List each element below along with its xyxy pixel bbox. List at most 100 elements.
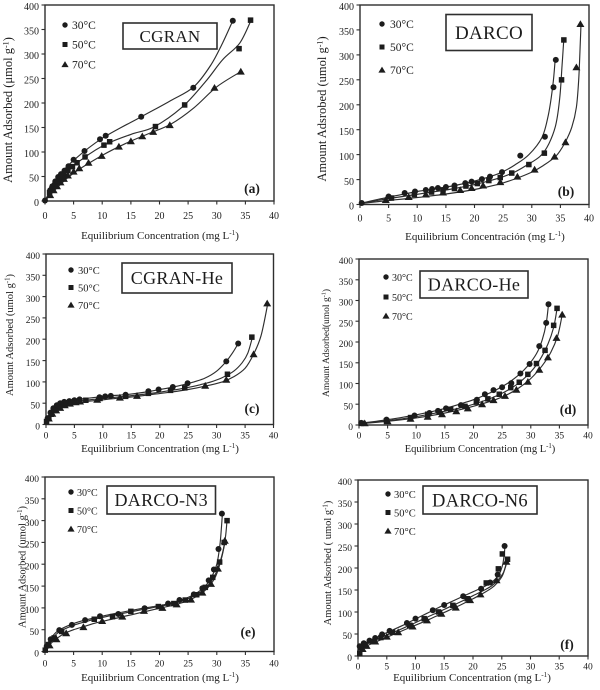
svg-text:30°C: 30°C xyxy=(72,20,96,32)
svg-text:30: 30 xyxy=(526,432,536,442)
svg-text:100: 100 xyxy=(338,610,353,620)
svg-text:70°C: 70°C xyxy=(392,312,413,323)
svg-text:150: 150 xyxy=(25,584,40,594)
svg-text:350: 350 xyxy=(24,27,39,38)
svg-text:200: 200 xyxy=(339,102,354,113)
svg-text:(d): (d) xyxy=(560,402,577,417)
svg-text:25: 25 xyxy=(497,663,507,673)
svg-text:0: 0 xyxy=(356,663,361,673)
svg-text:400: 400 xyxy=(339,2,354,13)
svg-text:300: 300 xyxy=(25,519,40,529)
svg-text:DARCO-N3: DARCO-N3 xyxy=(114,490,207,510)
svg-text:100: 100 xyxy=(24,149,39,160)
svg-text:0: 0 xyxy=(347,654,352,664)
svg-text:10: 10 xyxy=(97,660,107,670)
svg-text:40: 40 xyxy=(583,432,593,442)
svg-text:350: 350 xyxy=(26,274,41,284)
svg-text:25: 25 xyxy=(497,432,507,442)
svg-text:(b): (b) xyxy=(558,184,575,199)
svg-text:DARCO: DARCO xyxy=(455,23,523,44)
svg-text:30°C: 30°C xyxy=(394,490,416,501)
svg-text:(a): (a) xyxy=(244,181,260,196)
svg-text:50°C: 50°C xyxy=(77,506,98,517)
svg-text:(c): (c) xyxy=(245,401,260,416)
svg-text:35: 35 xyxy=(555,432,565,442)
svg-text:250: 250 xyxy=(26,316,41,326)
svg-text:Equilibrium Concentration (mg: Equilibrium Concentration (mg L-1) xyxy=(81,442,239,455)
svg-text:30°C: 30°C xyxy=(78,266,100,277)
svg-text:50°C: 50°C xyxy=(390,42,414,54)
svg-text:200: 200 xyxy=(25,563,40,573)
svg-text:15: 15 xyxy=(440,432,450,442)
svg-text:150: 150 xyxy=(339,127,354,138)
svg-text:0: 0 xyxy=(43,211,48,222)
svg-text:400: 400 xyxy=(26,252,41,262)
svg-text:20: 20 xyxy=(468,663,478,673)
svg-text:300: 300 xyxy=(338,522,353,532)
svg-text:30°C: 30°C xyxy=(392,273,413,284)
svg-text:0: 0 xyxy=(43,660,48,670)
svg-text:Equilibrium Concentration (mg: Equilibrium Concentration (mg L-1) xyxy=(81,229,239,242)
svg-text:0: 0 xyxy=(358,214,363,225)
svg-text:150: 150 xyxy=(24,125,39,136)
svg-text:0: 0 xyxy=(348,423,353,433)
svg-text:250: 250 xyxy=(25,541,40,551)
svg-text:Amount Adsorbed ( umol g-1): Amount Adsorbed ( umol g-1) xyxy=(323,500,335,625)
svg-text:CGRAN: CGRAN xyxy=(139,27,200,46)
svg-text:Amount Adsorbed (umol g-1): Amount Adsorbed (umol g-1) xyxy=(5,273,17,396)
svg-text:30: 30 xyxy=(212,432,222,442)
svg-text:200: 200 xyxy=(338,566,353,576)
svg-text:20: 20 xyxy=(470,214,480,225)
svg-text:Amount Adsrobed (umol g-1): Amount Adsrobed (umol g-1) xyxy=(315,36,329,181)
svg-text:0: 0 xyxy=(357,432,362,442)
svg-text:50°C: 50°C xyxy=(394,508,416,519)
svg-text:100: 100 xyxy=(339,152,354,163)
svg-text:5: 5 xyxy=(71,211,76,222)
svg-text:70°C: 70°C xyxy=(72,59,96,71)
svg-text:50: 50 xyxy=(30,628,40,638)
svg-text:0: 0 xyxy=(34,650,39,660)
svg-text:5: 5 xyxy=(71,660,76,670)
svg-text:50: 50 xyxy=(29,174,39,185)
svg-text:0: 0 xyxy=(34,198,39,209)
svg-text:5: 5 xyxy=(72,432,77,442)
svg-text:250: 250 xyxy=(339,77,354,88)
svg-text:40: 40 xyxy=(269,432,279,442)
svg-text:350: 350 xyxy=(339,27,354,38)
svg-text:300: 300 xyxy=(339,299,354,309)
svg-text:200: 200 xyxy=(339,340,354,350)
svg-text:40: 40 xyxy=(269,211,279,222)
svg-text:Amount Adsorbed (umol g-1): Amount Adsorbed (umol g-1) xyxy=(17,505,29,628)
svg-text:25: 25 xyxy=(498,214,508,225)
svg-text:Equilibrium Concentración (mg: Equilibrium Concentración (mg L-1) xyxy=(405,230,565,243)
svg-text:70°C: 70°C xyxy=(78,301,100,312)
svg-text:Amount Adsorbed(umol g-1): Amount Adsorbed(umol g-1) xyxy=(321,289,333,397)
svg-text:150: 150 xyxy=(339,361,354,371)
svg-text:Equilibrium Concentration (mg: Equilibrium Concentration (mg L-1) xyxy=(393,671,551,684)
svg-text:5: 5 xyxy=(385,432,390,442)
svg-text:35: 35 xyxy=(240,432,250,442)
svg-text:50: 50 xyxy=(344,177,354,188)
svg-text:300: 300 xyxy=(24,51,39,62)
svg-text:100: 100 xyxy=(25,606,40,616)
svg-text:20: 20 xyxy=(469,432,479,442)
svg-text:25: 25 xyxy=(183,660,193,670)
svg-text:350: 350 xyxy=(338,500,353,510)
svg-text:15: 15 xyxy=(439,663,449,673)
svg-text:40: 40 xyxy=(583,663,593,673)
svg-text:30: 30 xyxy=(526,663,536,673)
svg-text:30: 30 xyxy=(212,660,222,670)
svg-text:300: 300 xyxy=(339,52,354,63)
svg-text:(f): (f) xyxy=(560,637,574,652)
svg-text:5: 5 xyxy=(386,214,391,225)
svg-text:20: 20 xyxy=(155,660,165,670)
svg-text:400: 400 xyxy=(25,475,40,485)
svg-text:0: 0 xyxy=(44,432,49,442)
svg-text:15: 15 xyxy=(126,660,136,670)
svg-text:10: 10 xyxy=(97,211,107,222)
svg-text:250: 250 xyxy=(24,76,39,87)
svg-text:10: 10 xyxy=(411,663,421,673)
svg-text:Equilibrium Concentration (mg: Equilibrium Concentration (mg L-1) xyxy=(405,443,556,455)
svg-text:400: 400 xyxy=(338,478,353,488)
svg-text:50°C: 50°C xyxy=(78,283,100,294)
